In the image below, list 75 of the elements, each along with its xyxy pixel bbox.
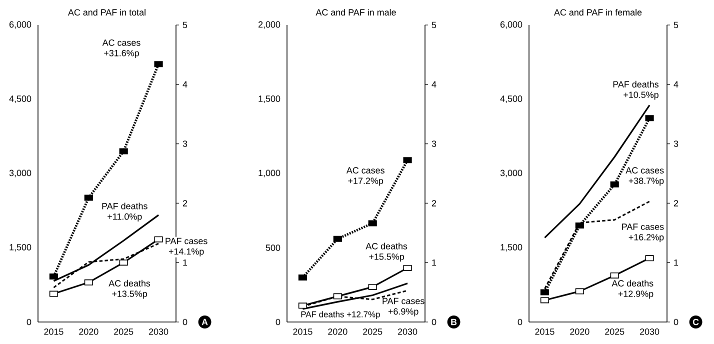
annotation: +13.5%p	[112, 290, 147, 299]
x-tick-label: 2025	[114, 328, 134, 335]
y2-tick-label: 0	[432, 318, 436, 326]
y2-tick-label: 4	[182, 81, 188, 88]
annotation: +38.7%p	[628, 178, 664, 186]
annotation: +15.5%p	[369, 254, 404, 262]
annotation: +12.7%p	[347, 311, 380, 320]
annotation: +14.1%p	[168, 248, 204, 256]
annotation: +12.9%p	[618, 290, 654, 299]
y2-tick-label: 5	[432, 22, 436, 28]
y2-tick-label: 5	[674, 22, 678, 28]
annotation: +31.6%p	[104, 50, 139, 58]
text: B	[451, 318, 457, 326]
text: PAF deaths	[613, 80, 658, 88]
x-tick-label: 2025	[605, 328, 624, 335]
series-label: PAF cases	[382, 298, 424, 304]
y-tick-label: 0	[276, 318, 280, 326]
annotation: +16.2%p	[628, 234, 664, 242]
y2-tick-label: 3	[182, 140, 188, 147]
text: C	[692, 318, 699, 326]
series-label: AC deaths	[366, 242, 408, 250]
y-tick-label: 6,000	[500, 21, 522, 29]
x-tick-label: 2020	[570, 328, 590, 335]
series-label: AC cases	[346, 167, 384, 174]
y2-tick-label: 1	[432, 260, 436, 266]
x-tick-label: 2030	[640, 328, 660, 335]
y-tick-label: 1,500	[258, 96, 280, 103]
y-tick-label: 4,500	[9, 96, 32, 103]
x-tick-label: 2015	[44, 328, 64, 335]
y-tick-label: 500	[266, 244, 280, 251]
y2-tick-label: 2	[182, 200, 188, 206]
x-tick-label: 2025	[363, 328, 382, 335]
annotation: +11.0%p	[108, 213, 142, 222]
y2-tick-label: 2	[674, 200, 678, 206]
x-tick-label: 2030	[398, 328, 418, 335]
y2-tick-label: 2	[432, 200, 436, 206]
y2-tick-label: 5	[182, 22, 188, 28]
series-label: PAF deaths	[301, 311, 344, 318]
y-tick-label: 1,500	[500, 244, 522, 252]
annotation: +10.5%p	[624, 92, 658, 100]
series-label: PAF cases	[166, 238, 208, 244]
y2-tick-label: 3	[674, 140, 678, 147]
y-tick-label: 3,000	[500, 170, 522, 178]
annotation: +6.9%p	[388, 308, 418, 316]
y-tick-label: 6,000	[9, 21, 32, 29]
y-tick-label: 4,500	[500, 96, 522, 103]
x-tick-label: 2020	[328, 328, 348, 335]
y2-tick-label: 4	[432, 81, 436, 88]
chart-title: AC and PAF in total	[68, 8, 146, 16]
chart-title: AC and PAF in female	[554, 8, 642, 16]
chart-title: AC and PAF in male	[316, 8, 396, 16]
series-label: PAF cases	[622, 224, 664, 230]
series-label: AC cases	[626, 167, 664, 174]
y2-tick-label: 1	[674, 260, 678, 266]
y-tick-label: 3,000	[9, 170, 32, 178]
y-tick-label: 0	[26, 318, 32, 326]
series-label: AC deaths	[612, 280, 654, 287]
x-tick-label: 2015	[293, 328, 312, 335]
x-tick-label: 2020	[79, 328, 98, 335]
y-tick-label: 1,500	[10, 244, 32, 252]
y2-tick-label: 0	[182, 318, 188, 326]
text: AC cases	[102, 39, 140, 46]
series-label: AC deaths	[108, 280, 150, 287]
series-label: PAF deaths	[102, 202, 148, 210]
text: A	[202, 318, 208, 326]
y-tick-label: 1,000	[258, 170, 280, 178]
x-tick-label: 2015	[535, 328, 554, 335]
y2-tick-label: 3	[432, 140, 436, 147]
y2-tick-label: 1	[183, 260, 188, 266]
y2-tick-label: 4	[674, 81, 678, 88]
y-tick-label: 2,000	[258, 21, 280, 29]
y2-tick-label: 0	[674, 318, 678, 326]
x-tick-label: 2030	[149, 328, 168, 335]
annotation: +17.2%p	[348, 178, 384, 186]
y-tick-label: 0	[518, 318, 522, 326]
